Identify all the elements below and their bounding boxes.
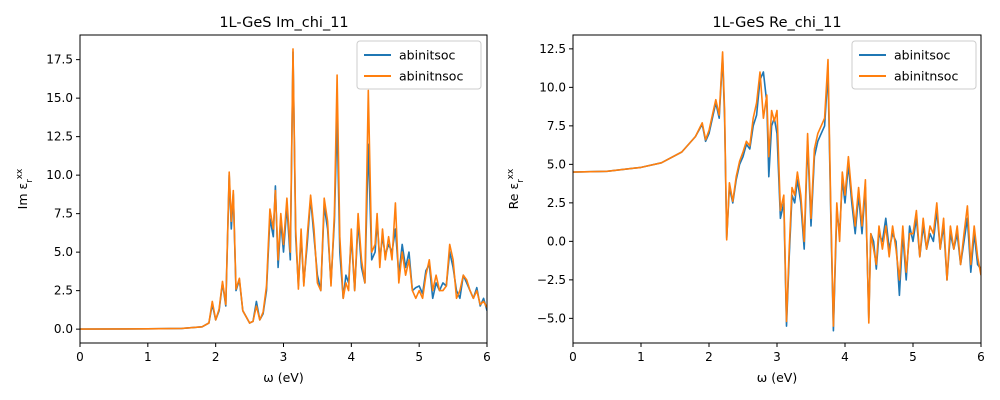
x-tick-label: 2: [705, 350, 713, 364]
legend: abinitsoc abinitnsoc: [851, 40, 977, 90]
plot-frame: [572, 34, 982, 344]
x-tick-label: 2: [212, 350, 220, 364]
x-tick-label: 3: [280, 350, 288, 364]
legend-label: abinitsoc: [894, 48, 951, 63]
series-line-abinitsoc: [573, 55, 981, 332]
y-tick-label: −5.0: [537, 311, 566, 325]
x-tick-label: 6: [977, 350, 985, 364]
x-tick-label: 1: [144, 350, 152, 364]
y-tick-label: 15.0: [46, 91, 73, 105]
legend-label: abinitsoc: [399, 48, 456, 63]
x-axis-label: ω (eV): [263, 370, 303, 385]
y-tick-label: 10.0: [46, 168, 73, 182]
legend-label: abinitnsoc: [894, 69, 958, 84]
y-tick-label: −2.5: [537, 273, 566, 287]
chart-title: 1L-GeS Im_chi_11: [219, 15, 348, 31]
chart-im-chi: 1L-GeS Im_chi_11 0 1 2 3 4 5 6 0.0 2.5 5.0 7.5 10.0…: [15, 15, 491, 385]
y-tick-label: 2.5: [547, 196, 566, 210]
y-axis-label: Re εrxx: [506, 168, 526, 209]
y-tick-label: 0.0: [54, 322, 73, 336]
x-tick-label: 0: [569, 350, 577, 364]
x-tick-label: 3: [773, 350, 781, 364]
series-line-abinitsoc: [80, 51, 487, 330]
y-tick-label: 2.5: [54, 284, 73, 298]
chart-re-chi: 1L-GeS Re_chi_11 0 1 2 3 4 5 6 −5.0 −2.5 0.0 2.5 5.…: [506, 15, 985, 385]
x-tick-label: 4: [841, 350, 849, 364]
x-tick-label: 4: [348, 350, 356, 364]
y-tick-label: 5.0: [54, 245, 73, 259]
y-tick-label: 12.5: [539, 42, 566, 56]
series-line-abinitnsoc: [573, 51, 981, 327]
x-axis-label: ω (eV): [757, 370, 797, 385]
x-tick-label: 5: [909, 350, 917, 364]
series-line-abinitnsoc: [80, 48, 487, 330]
y-tick-label: 10.0: [539, 80, 566, 94]
y-tick-label: 7.5: [54, 207, 73, 221]
y-tick-label: 12.5: [46, 130, 73, 144]
chart-title: 1L-GeS Re_chi_11: [712, 15, 841, 31]
legend-label: abinitnsoc: [399, 69, 463, 84]
y-tick-label: 5.0: [547, 157, 566, 171]
x-tick-label: 5: [415, 350, 423, 364]
x-tick-label: 1: [637, 350, 645, 364]
y-tick-label: 17.5: [46, 53, 73, 67]
x-tick-label: 6: [483, 350, 491, 364]
y-tick-label: 7.5: [547, 119, 566, 133]
legend: abinitsoc abinitnsoc: [356, 40, 482, 90]
plot-frame: [79, 34, 488, 344]
y-tick-label: 0.0: [547, 234, 566, 248]
y-axis-label: Im εrxx: [15, 168, 35, 209]
x-tick-label: 0: [76, 350, 84, 364]
